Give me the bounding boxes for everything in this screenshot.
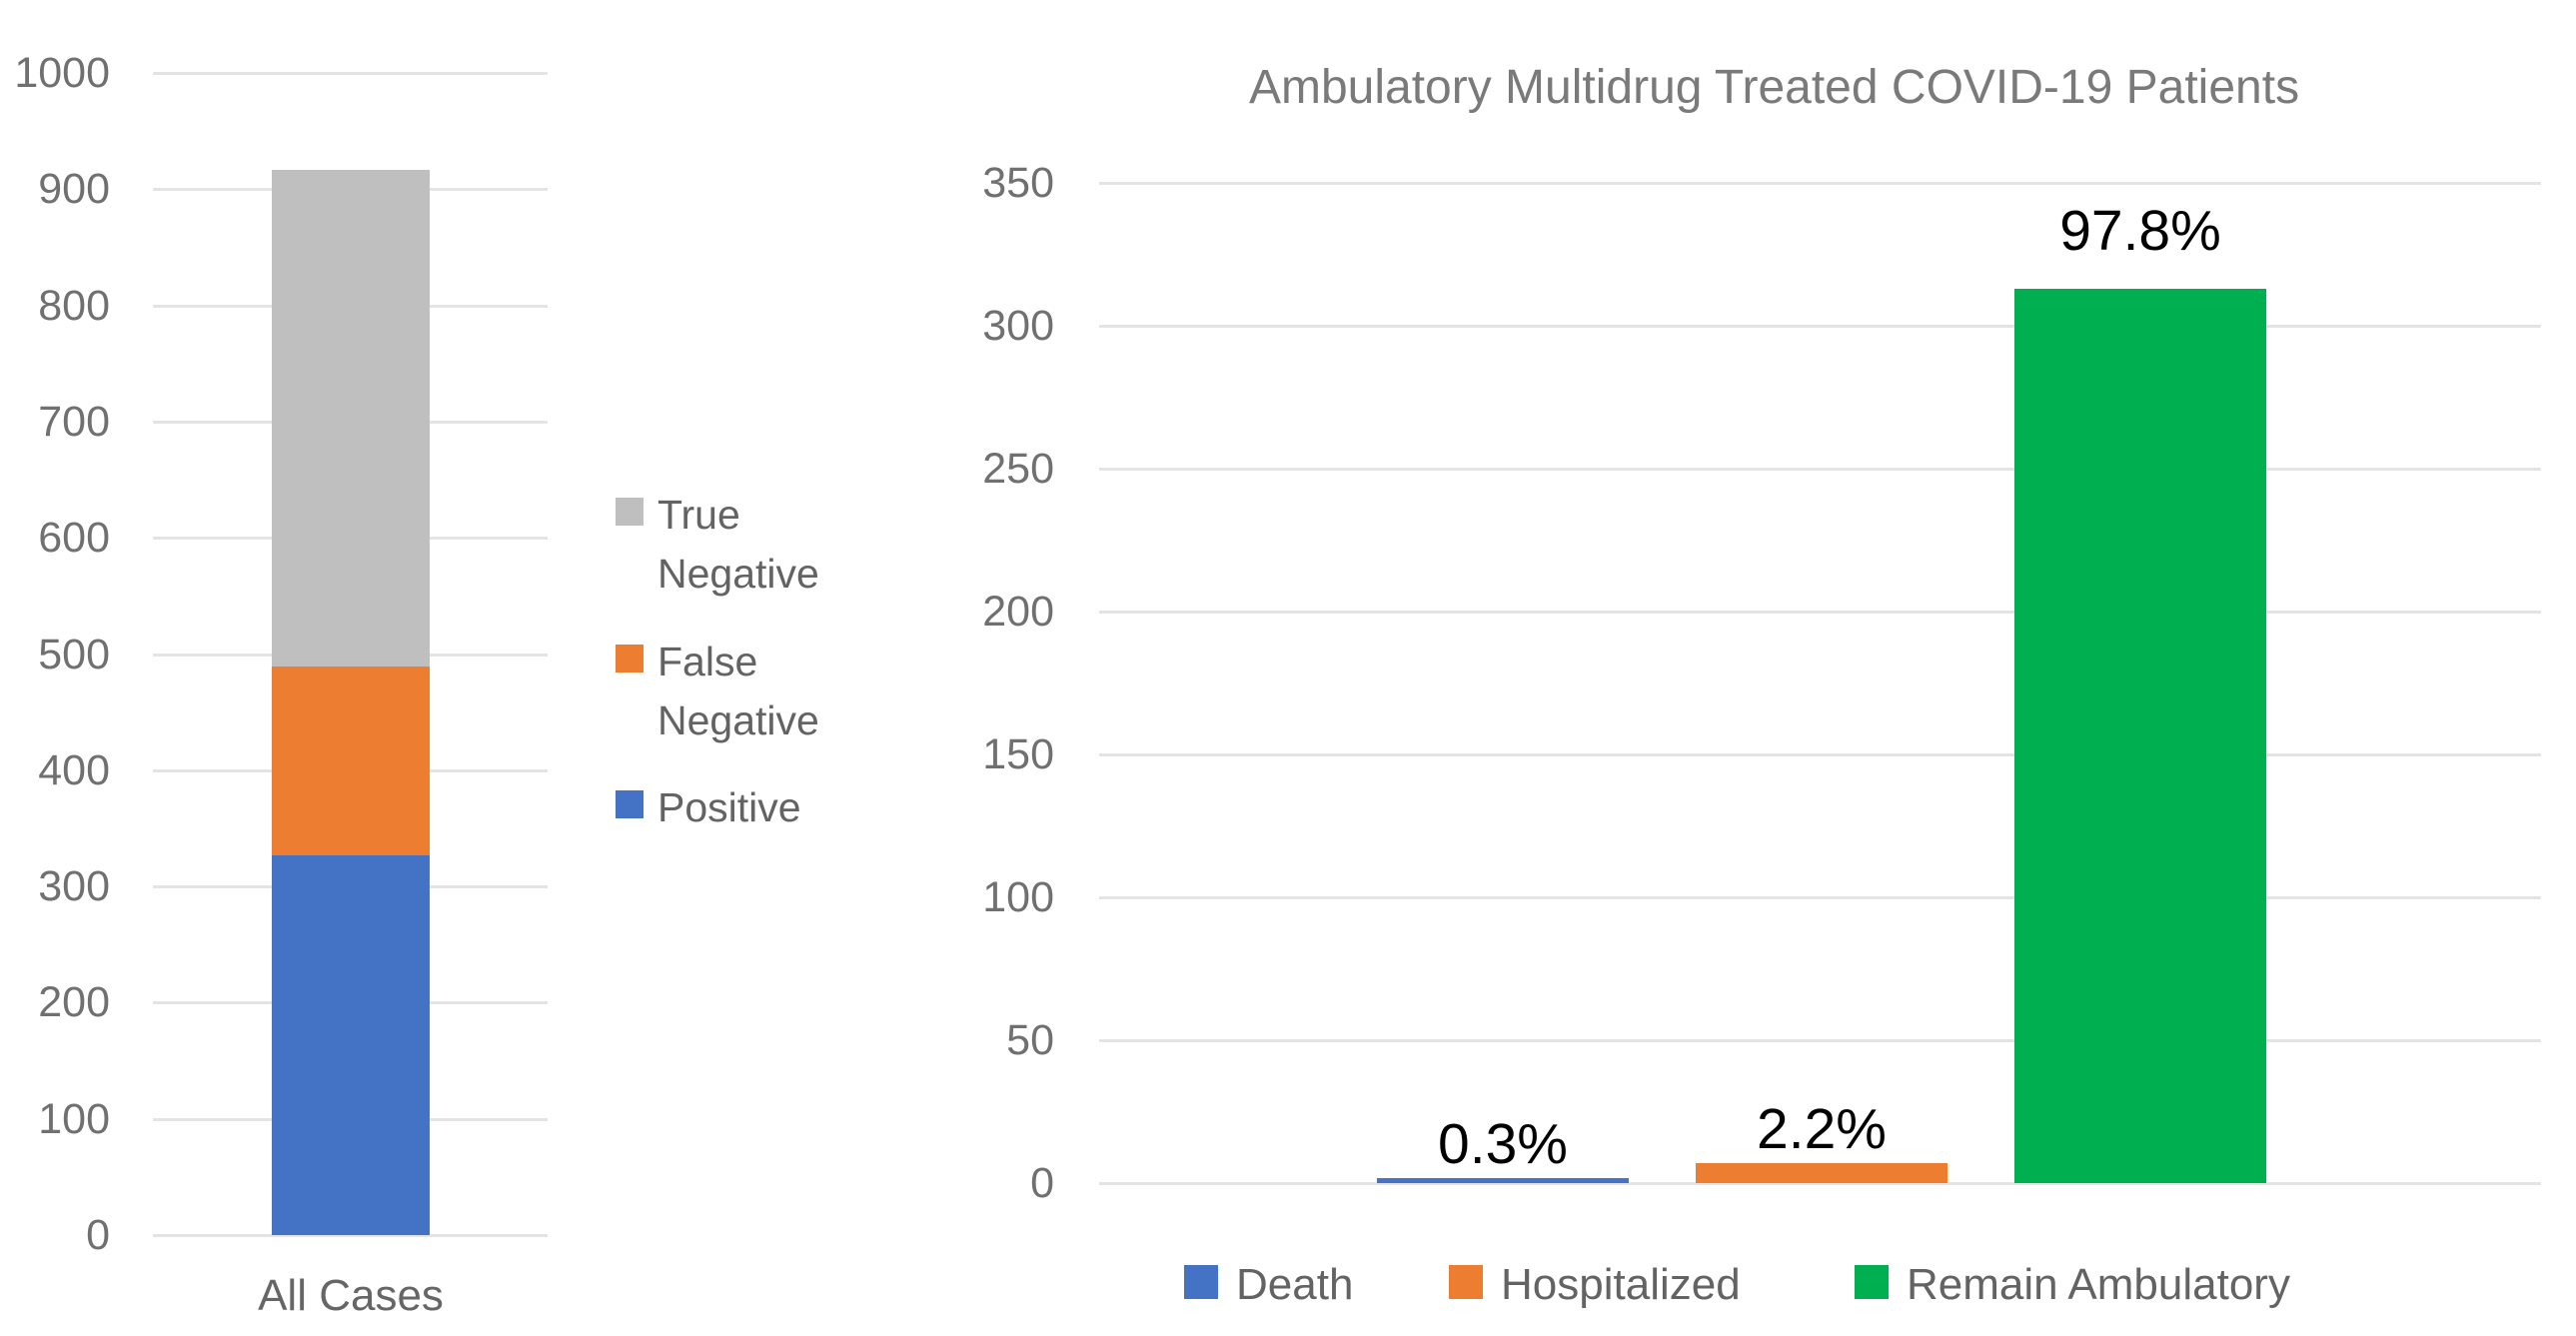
y-gridline [1099,896,2541,899]
legend-item-false-negative: False Negative [616,633,845,750]
legend-label: False Negative [657,639,819,743]
y-axis-tick-label: 800 [38,281,110,330]
y-axis-tick-label: 250 [982,445,1054,493]
legend-item-death: Death [1184,1262,1353,1308]
y-axis-tick-label: 900 [38,165,110,214]
bar-value-label-death: 0.3% [1438,1112,1568,1176]
false-negative-swatch [616,645,644,672]
y-axis-tick-label: 100 [982,873,1054,921]
y-axis-tick-label: 200 [38,978,110,1027]
bar-death [1377,1178,1629,1183]
y-gridline [1099,325,2541,328]
legend-label: Hospitalized [1501,1260,1741,1309]
bar-remain-ambulatory [2014,289,2266,1183]
hospitalized-swatch [1449,1265,1483,1299]
legend-label: Death [1236,1260,1354,1309]
positive-swatch [616,790,644,818]
remain-ambulatory-swatch [1855,1265,1889,1299]
legend-label: True Negative [657,492,819,597]
y-gridline [1099,753,2541,756]
legend-item-true-negative: True Negative [616,486,845,604]
true-negative-swatch [616,498,644,526]
y-axis-tick-label: 100 [38,1094,110,1143]
y-gridline [1099,182,2541,185]
y-gridline [153,72,548,75]
legend-item-positive: Positive [616,778,845,837]
legend-label: Remain Ambulatory [1907,1260,2290,1309]
legend-item-remain-ambulatory: Remain Ambulatory [1855,1262,2290,1308]
bar-value-label-remain-ambulatory: 97.8% [2059,199,2221,263]
y-axis-tick-label: 400 [38,745,110,794]
bar-segment-false-negative [272,667,430,855]
y-axis-tick-label: 50 [1006,1016,1054,1064]
y-axis-tick-label: 150 [982,730,1054,778]
y-axis-tick-label: 1000 [14,49,110,97]
bar-segment-positive [272,854,430,1235]
y-gridline [1099,468,2541,471]
y-axis-tick-label: 700 [38,397,110,446]
bar-hospitalized [1696,1163,1947,1183]
y-axis-tick-label: 500 [38,630,110,678]
death-swatch [1184,1265,1218,1299]
legend-item-hospitalized: Hospitalized [1449,1262,1741,1308]
y-gridline [1099,1039,2541,1042]
y-axis-tick-label: 200 [982,588,1054,636]
bar-segment-true-negative [272,169,430,668]
bar-value-label-hospitalized: 2.2% [1757,1097,1887,1161]
left-chart-category-label: All Cases [258,1271,444,1320]
y-axis-tick-label: 0 [1030,1159,1054,1207]
right-chart-title: Ambulatory Multidrug Treated COVID-19 Pa… [1248,61,2300,114]
y-axis-tick-label: 0 [86,1211,110,1259]
y-gridline [1099,1182,2541,1185]
y-gridline [153,1234,548,1237]
y-gridline [1099,611,2541,614]
y-axis-tick-label: 350 [982,159,1054,207]
y-axis-tick-label: 300 [982,302,1054,350]
legend-label: Positive [657,784,801,830]
y-axis-tick-label: 300 [38,862,110,911]
y-axis-tick-label: 600 [38,514,110,563]
